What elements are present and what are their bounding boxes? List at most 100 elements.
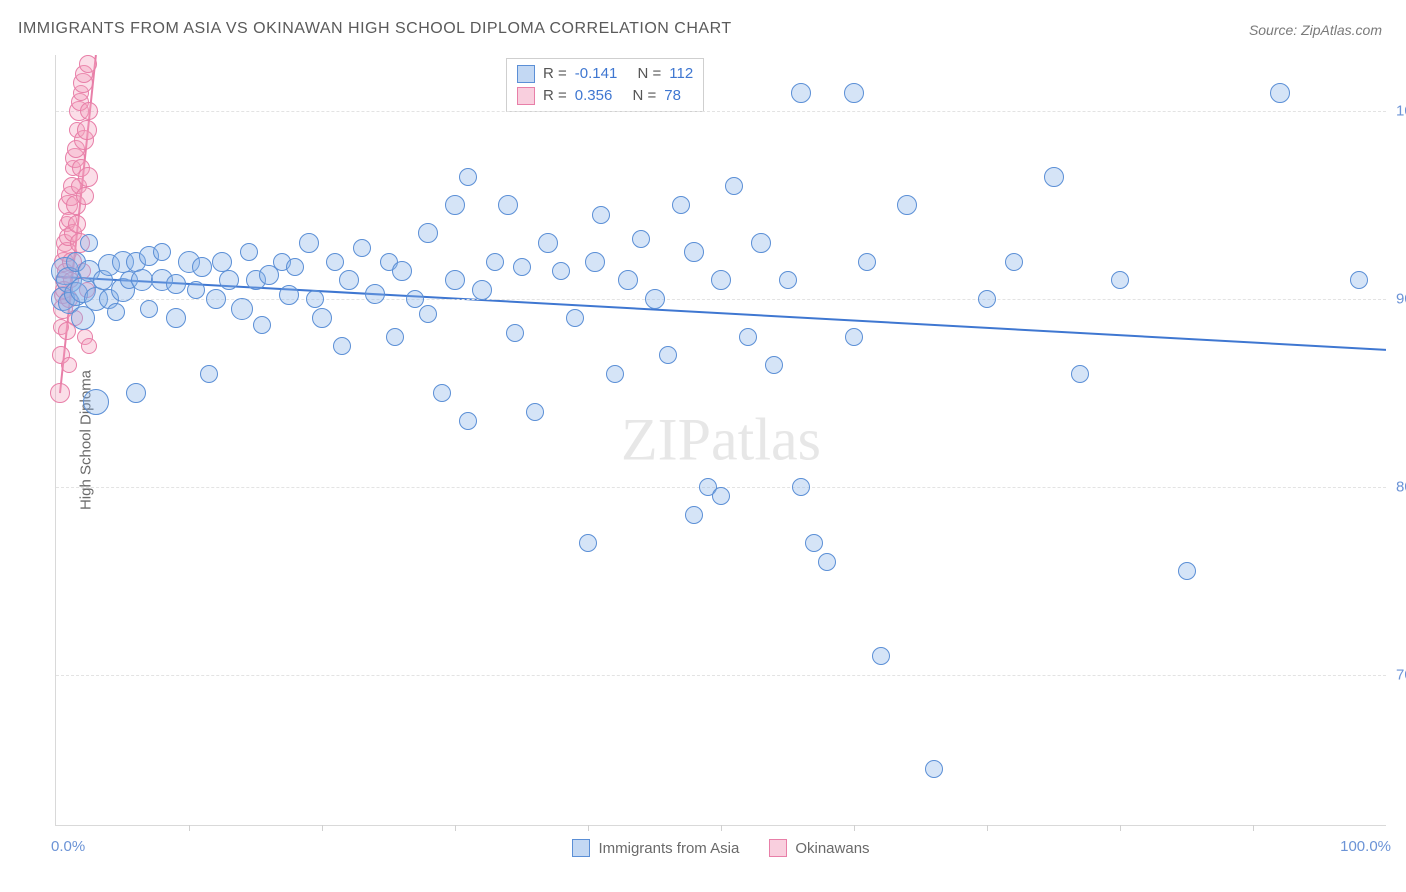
data-point xyxy=(712,487,730,505)
data-point xyxy=(858,253,876,271)
data-point xyxy=(445,195,465,215)
data-point xyxy=(751,233,771,253)
legend-label: Okinawans xyxy=(795,840,869,857)
y-tick-label: 90.0% xyxy=(1396,291,1406,308)
data-point xyxy=(76,187,94,205)
y-tick-label: 100.0% xyxy=(1396,103,1406,120)
data-point xyxy=(126,383,146,403)
data-point xyxy=(253,316,271,334)
data-point xyxy=(1044,167,1064,187)
chart-title: IMMIGRANTS FROM ASIA VS OKINAWAN HIGH SC… xyxy=(18,20,732,38)
legend-item-a: Immigrants from Asia xyxy=(572,839,739,857)
data-point xyxy=(791,83,811,103)
data-point xyxy=(333,337,351,355)
data-point xyxy=(711,270,731,290)
r-value: -0.141 xyxy=(575,63,618,85)
data-point xyxy=(240,243,258,261)
data-point xyxy=(978,290,996,308)
watermark: ZIPatlas xyxy=(621,406,821,475)
gridline xyxy=(56,675,1386,676)
x-tickmark xyxy=(189,825,190,831)
swatch-blue-icon xyxy=(517,65,535,83)
plot-area: ZIPatlas High School Diploma R = -0.141 … xyxy=(55,55,1386,826)
data-point xyxy=(433,384,451,402)
data-point xyxy=(566,309,584,327)
data-point xyxy=(606,365,624,383)
y-tick-label: 70.0% xyxy=(1396,666,1406,683)
data-point xyxy=(1350,271,1368,289)
x-tickmark xyxy=(1120,825,1121,831)
data-point xyxy=(632,230,650,248)
x-tickmark xyxy=(721,825,722,831)
data-point xyxy=(200,365,218,383)
data-point xyxy=(68,215,86,233)
data-point xyxy=(339,270,359,290)
data-point xyxy=(805,534,823,552)
data-point xyxy=(538,233,558,253)
data-point xyxy=(513,258,531,276)
r-label: R = xyxy=(543,85,567,107)
data-point xyxy=(725,177,743,195)
data-point xyxy=(779,271,797,289)
data-point xyxy=(792,478,810,496)
data-point xyxy=(685,506,703,524)
data-point xyxy=(77,120,97,140)
data-point xyxy=(765,356,783,374)
data-point xyxy=(1071,365,1089,383)
data-point xyxy=(592,206,610,224)
gridline xyxy=(56,299,1386,300)
data-point xyxy=(445,270,465,290)
r-label: R = xyxy=(543,63,567,85)
x-tickmark xyxy=(1253,825,1254,831)
y-tick-label: 80.0% xyxy=(1396,478,1406,495)
data-point xyxy=(392,261,412,281)
data-point xyxy=(279,285,299,305)
data-point xyxy=(140,300,158,318)
data-point xyxy=(684,242,704,262)
data-point xyxy=(1111,271,1129,289)
data-point xyxy=(61,357,77,373)
data-point xyxy=(459,412,477,430)
data-point xyxy=(231,298,253,320)
data-point xyxy=(107,303,125,321)
data-point xyxy=(526,403,544,421)
stats-row-b: R = 0.356 N = 78 xyxy=(517,85,693,107)
n-value: 78 xyxy=(664,85,681,107)
legend-item-b: Okinawans xyxy=(769,839,869,857)
data-point xyxy=(153,243,171,261)
data-point xyxy=(406,290,424,308)
data-point xyxy=(585,252,605,272)
data-point xyxy=(50,383,70,403)
data-point xyxy=(1005,253,1023,271)
data-point xyxy=(83,389,109,415)
data-point xyxy=(739,328,757,346)
data-point xyxy=(131,269,153,291)
data-point xyxy=(844,83,864,103)
gridline xyxy=(56,111,1386,112)
data-point xyxy=(672,196,690,214)
data-point xyxy=(1270,83,1290,103)
data-point xyxy=(286,258,304,276)
data-point xyxy=(498,195,518,215)
data-point xyxy=(1178,562,1196,580)
data-point xyxy=(472,280,492,300)
series-legend: Immigrants from Asia Okinawans xyxy=(56,839,1386,857)
n-label: N = xyxy=(637,63,661,85)
data-point xyxy=(818,553,836,571)
data-point xyxy=(659,346,677,364)
swatch-pink-icon xyxy=(517,87,535,105)
n-label: N = xyxy=(632,85,656,107)
data-point xyxy=(212,252,232,272)
stats-legend: R = -0.141 N = 112 R = 0.356 N = 78 xyxy=(506,58,704,112)
data-point xyxy=(419,305,437,323)
x-tickmark xyxy=(987,825,988,831)
x-tickmark xyxy=(322,825,323,831)
data-point xyxy=(645,289,665,309)
data-point xyxy=(552,262,570,280)
swatch-blue-icon xyxy=(572,839,590,857)
n-value: 112 xyxy=(669,63,693,85)
data-point xyxy=(219,270,239,290)
stats-row-a: R = -0.141 N = 112 xyxy=(517,63,693,85)
data-point xyxy=(618,270,638,290)
data-point xyxy=(299,233,319,253)
